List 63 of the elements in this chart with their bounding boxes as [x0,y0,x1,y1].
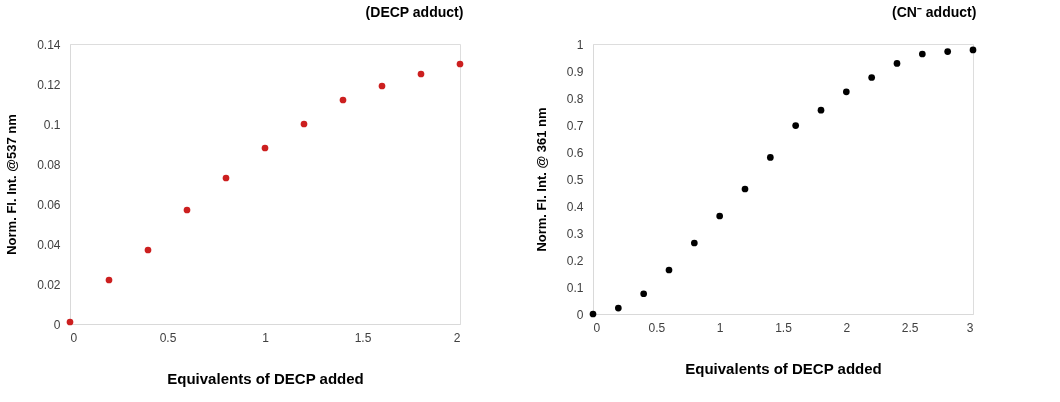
point [456,60,464,68]
point [842,88,850,96]
point [183,206,191,214]
point [614,304,622,312]
x-tick-label: 2 [843,320,851,335]
y-tick-label: 0.8 [566,91,584,106]
point [690,239,698,247]
y-axis-title: Norm. Fl. Int. @537 nm [4,114,20,255]
point [144,246,152,254]
point [378,82,386,90]
point [969,46,977,54]
y-tick-label: 0.9 [566,64,584,79]
point [741,185,749,193]
point [640,290,648,298]
point [944,48,952,55]
x-tick-label: 1 [262,330,270,345]
point [665,266,673,274]
point [339,96,347,104]
y-tick-label: 0.08 [37,157,61,172]
x-tick-label: 2.5 [901,320,919,335]
y-tick-label: 1 [576,37,584,52]
point [589,310,597,318]
point [893,60,901,67]
x-axis-title: Equivalents of DECP added [685,359,882,377]
y-tick-label: 0.7 [566,118,584,133]
point [261,144,269,152]
x-tick-label: 0.5 [648,320,666,335]
x-tick-label: 1.5 [775,320,793,335]
y-axis-title: Norm. Fl. Int. @ 361 nm [533,107,549,252]
y-tick-label: 0 [576,307,584,322]
point [105,276,113,284]
x-tick-label: 3 [966,320,974,335]
x-axis-title: Equivalents of DECP added [167,369,364,387]
x-tick-label: 1.5 [354,330,372,345]
point [300,120,308,128]
point [716,212,724,220]
point [222,174,230,182]
y-tick-label: 0.12 [37,77,61,92]
point [766,154,774,161]
y-tick-label: 0.06 [37,197,61,212]
point [417,70,425,78]
y-tick-label: 0.14 [37,37,61,52]
point [817,106,825,114]
y-tick-label: 0.04 [37,237,61,252]
y-tick-label: 0.1 [43,117,61,132]
y-tick-label: 0.02 [37,277,61,292]
x-tick-label: 0.5 [159,330,177,345]
x-tick-label: 0 [70,330,78,345]
chart-title: (DECP adduct) [365,4,464,20]
point [792,122,800,129]
chart-title: (CN⁻ adduct) [892,4,977,20]
y-tick-label: 0.2 [566,253,584,268]
y-tick-label: 0.3 [566,226,584,241]
point [868,74,876,81]
y-tick-label: 0.6 [566,145,584,160]
point [66,318,74,326]
y-tick-label: 0.4 [566,199,584,214]
x-tick-label: 0 [593,320,601,335]
x-tick-label: 2 [453,330,461,345]
point [918,50,926,58]
y-tick-label: 0.1 [566,280,584,295]
x-tick-label: 1 [716,320,724,335]
y-tick-label: 0.5 [566,172,584,187]
